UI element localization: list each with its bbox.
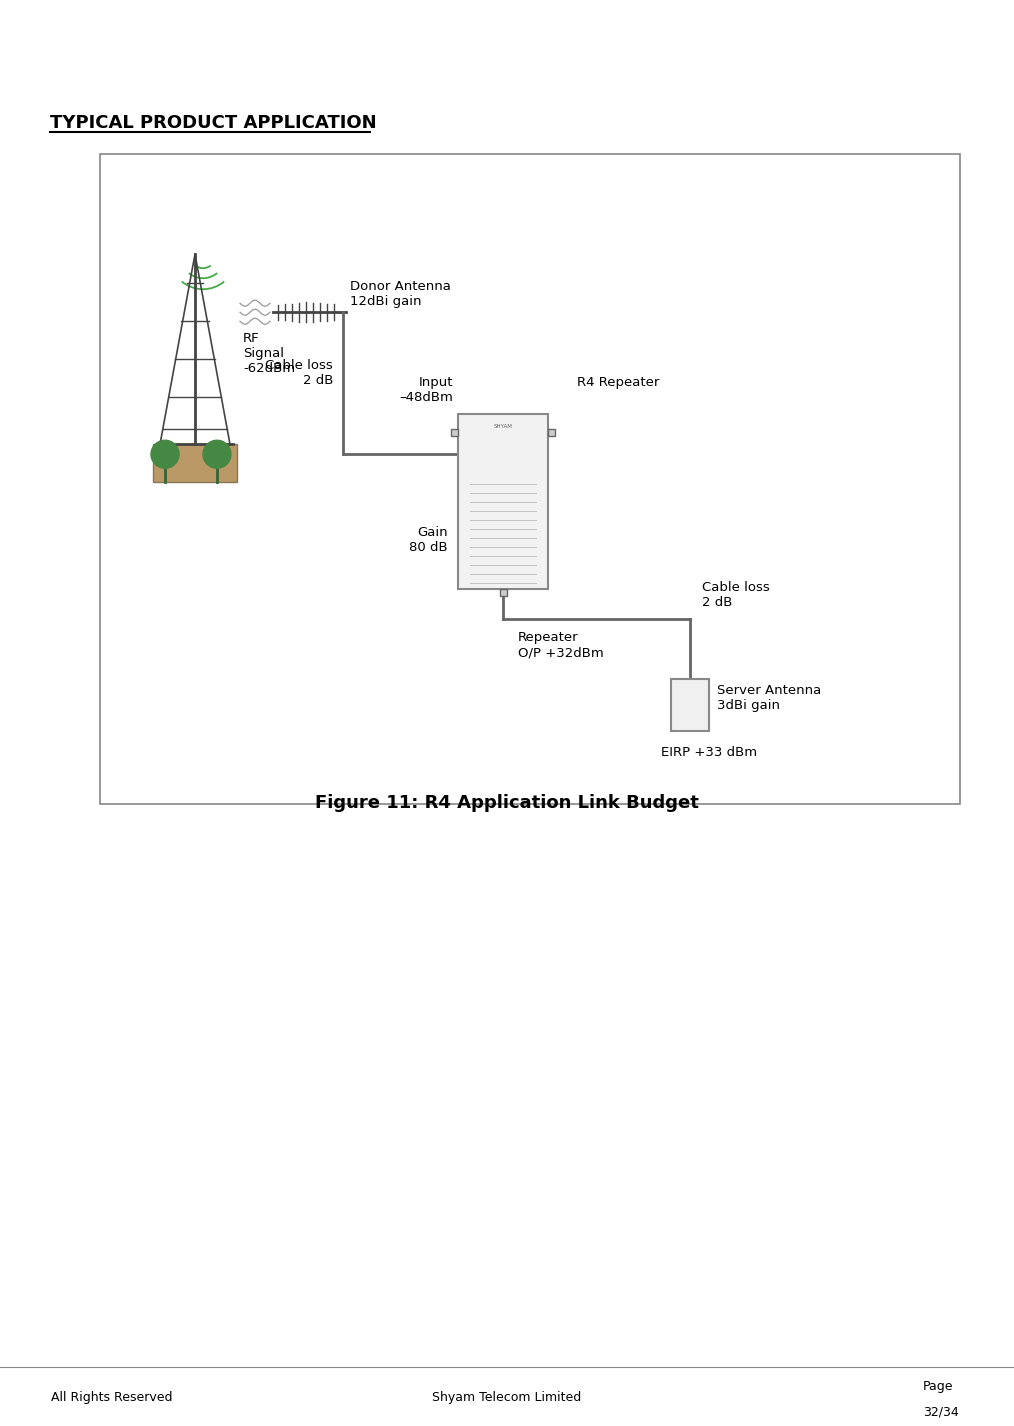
Text: Shyam Telecom Limited: Shyam Telecom Limited <box>432 1390 582 1403</box>
Text: Server Antenna
3dBi gain: Server Antenna 3dBi gain <box>717 684 821 713</box>
FancyBboxPatch shape <box>500 589 507 596</box>
FancyBboxPatch shape <box>671 679 709 732</box>
Text: Input
–48dBm: Input –48dBm <box>400 376 453 404</box>
Text: Signal Enhancement: Signal Enhancement <box>818 40 994 56</box>
Text: SHYAM: SHYAM <box>20 17 141 47</box>
Text: R4 Repeater: R4 Repeater <box>577 376 659 389</box>
Text: 32/34: 32/34 <box>923 1406 958 1419</box>
FancyBboxPatch shape <box>451 429 458 436</box>
FancyBboxPatch shape <box>458 414 548 589</box>
Text: EIRP +33 dBm: EIRP +33 dBm <box>661 746 757 759</box>
Text: Gain
80 dB: Gain 80 dB <box>410 526 448 555</box>
Text: Page: Page <box>923 1380 953 1393</box>
FancyBboxPatch shape <box>153 445 237 482</box>
Text: Cable loss
2 dB: Cable loss 2 dB <box>702 582 770 609</box>
Text: Donor Antenna
12dBi gain: Donor Antenna 12dBi gain <box>350 281 451 308</box>
Text: RF
Signal
-62dBm: RF Signal -62dBm <box>243 332 295 375</box>
Text: SHYAM: SHYAM <box>494 425 512 429</box>
FancyBboxPatch shape <box>100 154 960 804</box>
Text: TYPICAL PRODUCT APPLICATION: TYPICAL PRODUCT APPLICATION <box>50 114 376 133</box>
Text: All Rights Reserved: All Rights Reserved <box>51 1390 172 1403</box>
FancyBboxPatch shape <box>548 429 555 436</box>
Text: Figure 11: R4 Application Link Budget: Figure 11: R4 Application Link Budget <box>315 794 699 813</box>
Text: Next Generation: Next Generation <box>853 14 994 30</box>
Circle shape <box>203 441 231 468</box>
Circle shape <box>151 441 179 468</box>
Text: Repeater
O/P +32dBm: Repeater O/P +32dBm <box>518 632 603 659</box>
Text: Cable loss
2 dB: Cable loss 2 dB <box>266 359 333 388</box>
